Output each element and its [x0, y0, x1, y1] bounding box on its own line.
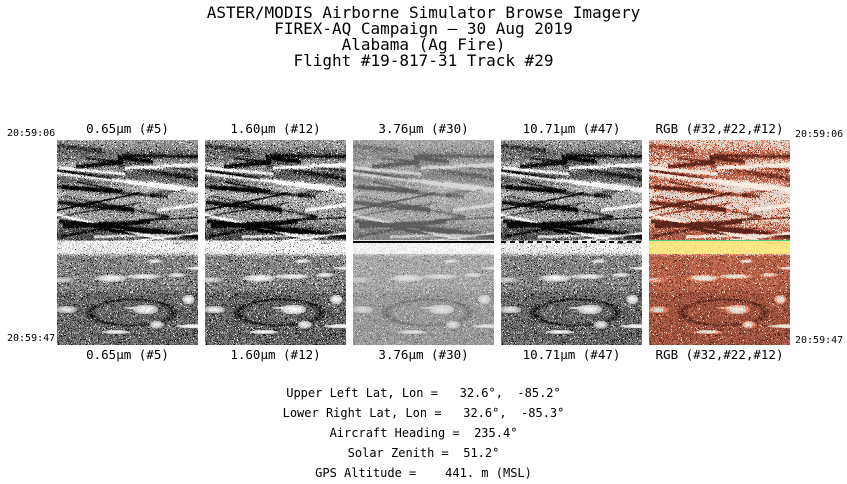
image-strip-1071um: [501, 140, 642, 345]
strip-label-top-065um: 0.65μm (#5): [86, 121, 169, 136]
page-title: ASTER/MODIS Airborne Simulator Browse Im…: [0, 5, 847, 69]
meta-upper-left-latlon: Upper Left Lat, Lon = 32.6°, -85.2°: [286, 386, 561, 400]
meta-aircraft-heading: Aircraft Heading = 235.4°: [329, 426, 518, 440]
timestamp-start-left: 20:59:06: [7, 128, 56, 139]
title-line-flight: Flight #19-817-31 Track #29: [293, 51, 554, 70]
meta-lower-right-latlon: Lower Right Lat, Lon = 32.6°, -85.3°: [282, 406, 565, 420]
title-line-campaign: FIREX-AQ Campaign – 30 Aug 2019: [274, 19, 573, 38]
timestamp-end-right: 20:59:47: [795, 335, 844, 346]
strip-label-bottom-1071um: 10.71μm (#47): [522, 347, 621, 362]
geo-metadata: Upper Left Lat, Lon = 32.6°, -85.2° Lowe…: [0, 383, 847, 483]
image-strip-160um: [205, 140, 346, 345]
title-line-location: Alabama (Ag Fire): [341, 35, 506, 54]
image-strip-rgb: [649, 140, 790, 345]
strip-label-bottom-376um: 3.76μm (#30): [378, 347, 469, 362]
timestamp-start-right: 20:59:06: [795, 129, 844, 140]
strip-label-bottom-065um: 0.65μm (#5): [86, 347, 169, 362]
title-line-product: ASTER/MODIS Airborne Simulator Browse Im…: [206, 3, 641, 22]
strip-label-top-1071um: 10.71μm (#47): [522, 121, 621, 136]
strip-label-top-160um: 1.60μm (#12): [230, 121, 321, 136]
image-strip-376um: [353, 140, 494, 345]
image-strip-065um: [57, 140, 198, 345]
strip-label-top-376um: 3.76μm (#30): [378, 121, 469, 136]
strip-label-bottom-rgb: RGB (#32,#22,#12): [655, 347, 784, 362]
meta-solar-zenith: Solar Zenith = 51.2°: [347, 446, 500, 460]
strip-label-bottom-160um: 1.60μm (#12): [230, 347, 321, 362]
timestamp-end-left: 20:59:47: [7, 333, 56, 344]
strip-label-top-rgb: RGB (#32,#22,#12): [655, 121, 784, 136]
meta-gps-altitude: GPS Altitude = 441. m (MSL): [315, 466, 532, 480]
